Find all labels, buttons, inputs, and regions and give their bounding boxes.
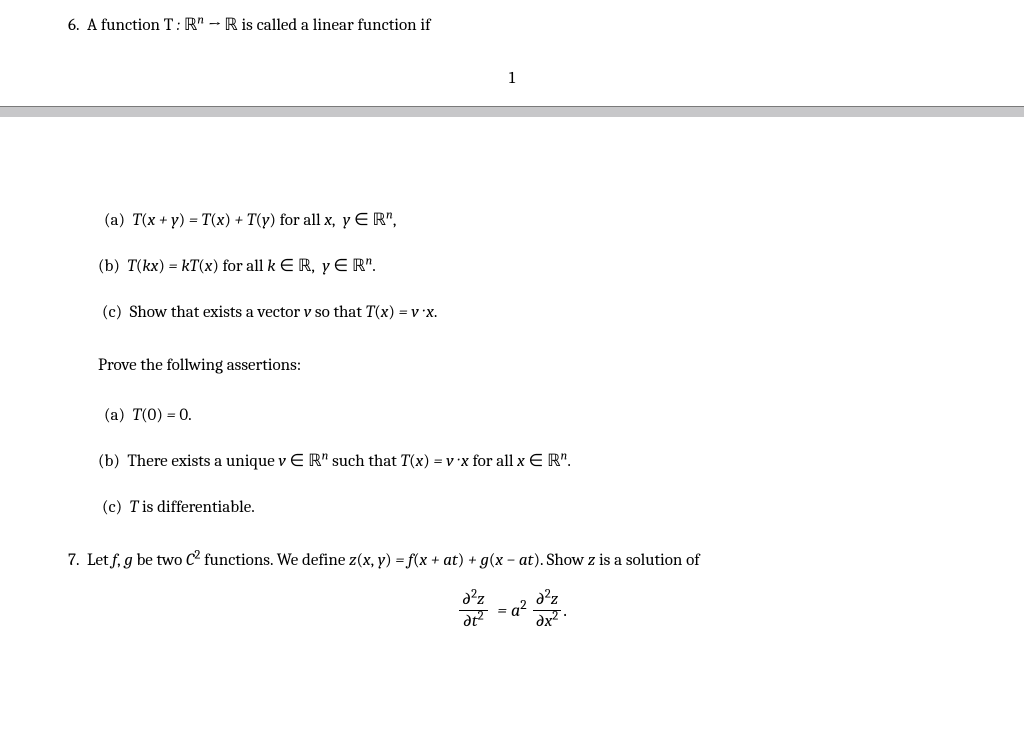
- wave-rhs-frac: ∂2z ∂x2: [533, 590, 562, 631]
- wave-tail: .: [563, 600, 567, 621]
- q6-prove-b-text3: for all: [469, 452, 517, 471]
- q7-text1: Let: [87, 551, 112, 570]
- q6-prove-a: (a) T(0) = 0.: [0, 403, 1024, 429]
- q6-prove-c: (c) T is differentiable.: [0, 495, 1024, 521]
- q6-prove-b-text2: such that: [328, 452, 400, 471]
- q6-prove-b-cond2: x ∈ ℝn: [517, 452, 567, 471]
- q6-def-c-math: T(x) = v · x: [366, 303, 434, 322]
- wave-lhs-frac: ∂2z ∂t2: [459, 590, 487, 631]
- q6-number: 6.: [68, 16, 80, 35]
- q6-prove-c-text: is differentiable.: [138, 498, 254, 517]
- page-divider: [0, 106, 1024, 117]
- q7-equation: ∂2z ∂t2 = a2 ∂2z ∂x2 .: [0, 590, 1024, 631]
- q6-prove-a-tail: .: [188, 406, 192, 425]
- q7-text5: is a solution of: [595, 551, 699, 570]
- wave-eq-sign: = a2: [493, 600, 526, 621]
- q6-prove-a-math: T(0) = 0: [132, 406, 188, 425]
- q6-def-b-tail: .: [372, 257, 376, 276]
- q6-def-b-math: T(kx) = kT(x): [127, 257, 219, 276]
- q6-prove-b-tail: .: [567, 452, 571, 471]
- q6-def-b-cond: k ∈ ℝ, y ∈ ℝn: [267, 257, 372, 276]
- q7-fg: f, g: [112, 551, 132, 570]
- q6-prove-b-math: T(x) = v · x: [401, 452, 469, 471]
- q7-number: 7.: [68, 551, 80, 570]
- q6-def-c: (c) Show that exists a vector v so that …: [0, 300, 1024, 326]
- q6-def-a-text: for all: [276, 211, 324, 230]
- q6-def-c-tail: .: [434, 303, 438, 322]
- q7-intro: 7. Let f, g be two C2 functions. We defi…: [0, 548, 1024, 574]
- q6-def-a-math: T(x + y) = T(x) + T(y): [132, 211, 275, 230]
- label-pb: (b): [98, 452, 120, 471]
- q6-intro-math: T : ℝn → ℝ: [164, 16, 238, 35]
- q6-intro-post: is called a linear function if: [238, 16, 431, 35]
- label-a: (a): [104, 211, 125, 230]
- page-root: 6. A function T : ℝn → ℝ is called a lin…: [0, 0, 1024, 631]
- q6-prove-b-text1: There exists a unique: [127, 452, 278, 471]
- label-pa: (a): [104, 406, 125, 425]
- label-pc: (c): [102, 498, 122, 517]
- label-b: (b): [98, 257, 120, 276]
- page-number: 1: [0, 69, 1024, 88]
- q6-prove-c-T: T: [130, 498, 139, 517]
- q7-text2: be two: [133, 551, 186, 570]
- q6-def-b-text: for all: [219, 257, 267, 276]
- q6-intro-pre: A function: [87, 16, 164, 35]
- q7-C2: C2: [186, 551, 200, 570]
- label-c: (c): [102, 303, 122, 322]
- q6-def-c-text1: Show that exists a vector: [130, 303, 304, 322]
- q7-text3: functions. We define: [200, 551, 349, 570]
- q6-def-a-cond: x, y ∈ ℝn: [324, 211, 392, 230]
- q6-def-a: (a) T(x + y) = T(x) + T(y) for all x, y …: [0, 207, 1024, 234]
- q7-zdef: z(x, y) = f(x + at) + g(x − at): [349, 551, 540, 570]
- q6-intro: 6. A function T : ℝn → ℝ is called a lin…: [0, 12, 1024, 39]
- q6-def-c-text2: so that: [311, 303, 366, 322]
- q6-def-a-tail: ,: [393, 211, 397, 230]
- q6-def-b: (b) T(kx) = kT(x) for all k ∈ ℝ, y ∈ ℝn.: [0, 253, 1024, 280]
- q6-prove-b-cond: v ∈ ℝn: [278, 452, 328, 471]
- q7-text4: . Show: [540, 551, 588, 570]
- q6-prove-header: Prove the follwing assertions:: [0, 353, 1024, 379]
- q6-prove-b: (b) There exists a unique v ∈ ℝn such th…: [0, 448, 1024, 475]
